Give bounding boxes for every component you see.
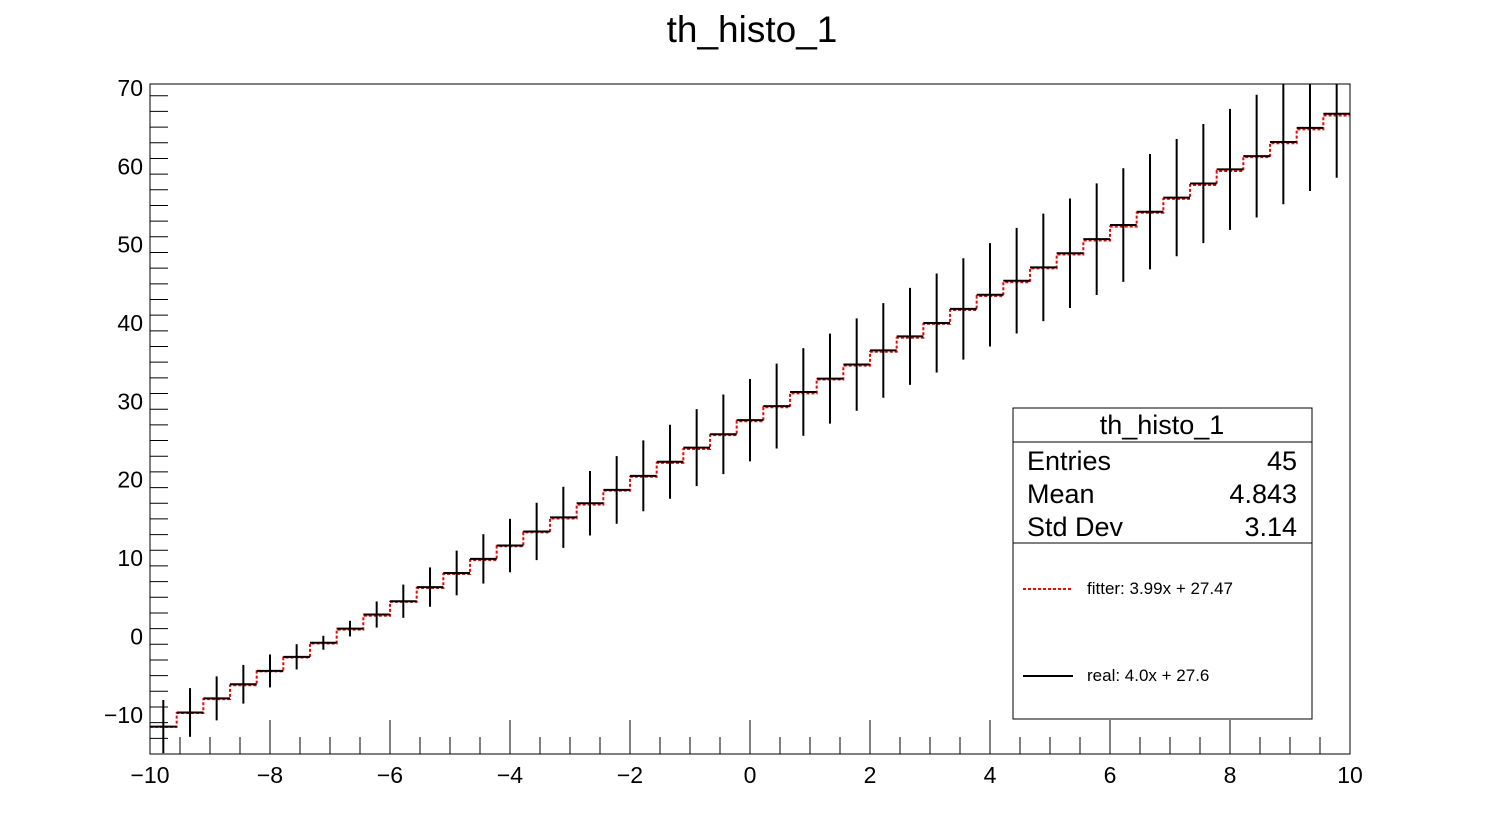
histogram-bin	[1136, 154, 1164, 270]
histogram-bin	[629, 440, 657, 512]
x-tick-label: −10	[130, 762, 169, 788]
stats-entries-label: Entries	[1027, 446, 1111, 476]
histogram-bin	[1109, 168, 1137, 282]
x-tick-label: 4	[984, 762, 997, 788]
histogram-bin	[389, 584, 417, 618]
histogram-bin	[1270, 84, 1297, 205]
y-tick-label: 10	[117, 545, 143, 571]
histogram-bin	[363, 601, 391, 628]
stats-mean-value: 4.843	[1229, 479, 1297, 509]
histogram-bin	[923, 273, 950, 373]
y-tick-label: 30	[117, 388, 143, 414]
histogram-bin	[763, 363, 790, 449]
stats-stddev-label: Std Dev	[1027, 512, 1124, 542]
histogram-bin	[950, 258, 977, 360]
y-tick-label: 20	[117, 467, 143, 493]
y-tick-label: 0	[130, 623, 143, 649]
histogram-bin	[443, 550, 470, 596]
histogram-bin	[603, 456, 631, 524]
histogram-bin	[336, 620, 364, 637]
histogram-bin	[550, 486, 577, 548]
stats-box-title: th_histo_1	[1100, 410, 1225, 440]
histogram-bin	[203, 676, 230, 721]
histogram-bin	[710, 394, 737, 475]
histogram-bin	[1163, 139, 1190, 257]
y-tick-label: −10	[104, 702, 143, 728]
histogram-bins	[149, 84, 1351, 754]
legend-fitter-label: fitter: 3.99x + 27.47	[1087, 579, 1233, 598]
histogram-bin	[1003, 227, 1030, 334]
histogram-bin	[656, 424, 684, 499]
stats-mean-label: Mean	[1027, 479, 1095, 509]
histogram-bin	[416, 567, 444, 607]
x-tick-label: 10	[1337, 762, 1363, 788]
histogram-bin	[683, 409, 710, 487]
x-tick-label: −2	[617, 762, 643, 788]
x-tick-label: 6	[1104, 762, 1117, 788]
x-tick-label: −4	[497, 762, 523, 788]
chart-title: th_histo_1	[667, 9, 838, 50]
x-tick-label: −8	[257, 762, 283, 788]
histogram-bin	[976, 243, 1004, 347]
histogram-bin	[1190, 123, 1217, 244]
histogram-bin	[230, 664, 257, 704]
histogram-bin	[176, 688, 204, 737]
stats-stddev-value: 3.14	[1244, 512, 1297, 542]
histogram-bin	[523, 502, 550, 561]
histogram-bin	[470, 534, 497, 584]
y-tick-label: 40	[117, 310, 143, 336]
legend-real-label: real: 4.0x + 27.6	[1087, 666, 1209, 685]
y-axis: −10 0 10 20 30 40 50 60 70	[104, 75, 168, 755]
histogram-bin	[1056, 198, 1084, 309]
histogram-bin	[1083, 183, 1111, 295]
histogram-bin	[816, 333, 844, 424]
histogram-bin	[496, 518, 524, 573]
histogram-bin	[149, 700, 177, 754]
histogram-bin	[1030, 213, 1057, 322]
histogram-bin	[310, 635, 337, 650]
histogram-bin	[869, 303, 897, 398]
y-tick-label: 60	[117, 153, 143, 179]
histogram-bin	[843, 318, 871, 411]
histogram-bin	[1323, 84, 1351, 178]
histogram-bin	[790, 348, 817, 436]
x-tick-label: 0	[744, 762, 757, 788]
histogram-bin	[576, 470, 604, 536]
histogram-bin	[256, 654, 284, 688]
y-tick-label: 70	[117, 75, 143, 101]
y-tick-label: 50	[117, 232, 143, 258]
histogram-bin	[1243, 94, 1270, 218]
stats-entries-value: 45	[1267, 446, 1297, 476]
histogram-bin	[1296, 84, 1324, 192]
histogram-bin	[1216, 108, 1244, 230]
x-tick-label: 8	[1224, 762, 1237, 788]
histogram-bin	[896, 287, 924, 385]
histogram-bin	[283, 644, 310, 670]
x-axis: −10 −8 −6 −4 −2 0 2 4 6 8 10	[130, 720, 1363, 788]
x-tick-label: −6	[377, 762, 403, 788]
stats-box: th_histo_1 Entries 45 Mean 4.843 Std Dev…	[1012, 407, 1313, 720]
stats-box-frame	[1012, 407, 1313, 720]
x-tick-label: 2	[864, 762, 877, 788]
histogram-bin	[736, 379, 764, 462]
